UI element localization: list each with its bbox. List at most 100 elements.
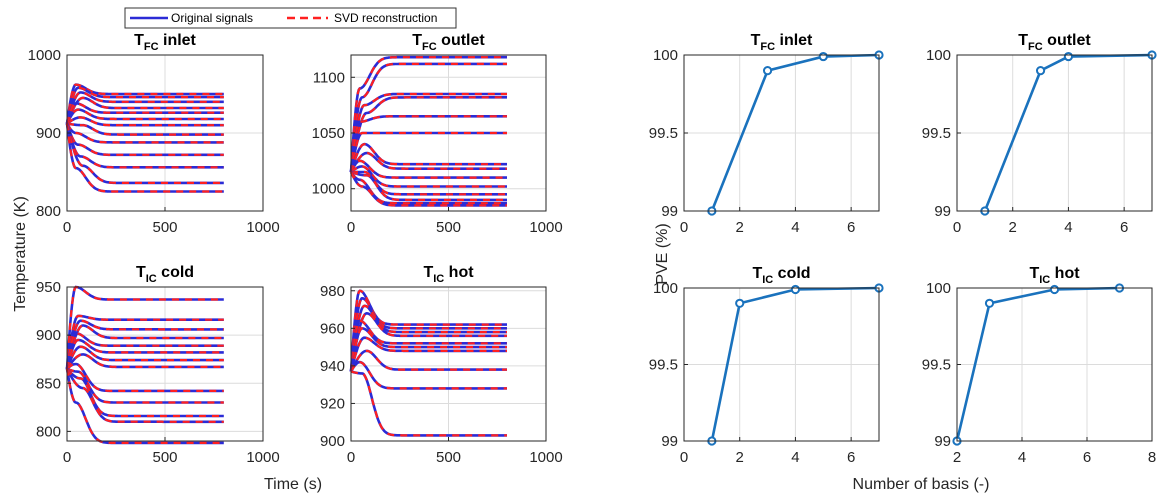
svd-reconstruction-line <box>350 360 507 390</box>
svd-reconstruction-line <box>65 123 224 156</box>
x-tick-label: 8 <box>1148 449 1156 466</box>
svd-reconstruction-line <box>349 327 507 372</box>
svd-reconstruction-line <box>66 362 224 392</box>
svd-reconstruction-line <box>65 319 224 369</box>
pve-line <box>710 53 880 212</box>
svd-reconstruction-line <box>349 131 507 173</box>
pve-marker <box>984 298 995 308</box>
svd-reconstruction-line <box>349 319 507 372</box>
svd-reconstruction-line <box>350 152 507 173</box>
original-signal-line <box>350 165 507 188</box>
original-signal-line <box>65 338 224 370</box>
y-tick-label: 960 <box>320 320 345 337</box>
x-tick-label: 6 <box>1120 219 1128 236</box>
pve-marker <box>818 51 828 62</box>
original-signal-line <box>65 108 224 125</box>
y-tick-label: 900 <box>320 433 345 450</box>
y-tick-label: 99 <box>934 203 951 220</box>
panel-title: TFC outlet <box>1018 32 1091 53</box>
x-tick-label: 500 <box>436 449 461 466</box>
pve-marker <box>1063 51 1074 62</box>
pve-marker <box>790 284 801 295</box>
legend-label-original: Original signals <box>171 11 253 25</box>
right-ylabel: PVE (%) <box>654 223 671 284</box>
svd-reconstruction-line <box>65 345 224 370</box>
x-tick-label: 4 <box>1064 219 1072 236</box>
panel-left-1: 0 500 1000 800 900 1000 TFC inlet <box>28 32 280 236</box>
x-tick-label: 0 <box>953 219 961 236</box>
y-tick-label: 900 <box>36 125 61 142</box>
y-tick-label: 940 <box>320 358 345 375</box>
y-tick-label: 100 <box>926 280 951 297</box>
svd-reconstruction-line <box>350 370 507 437</box>
x-tick-label: 500 <box>152 219 177 236</box>
y-tick-label: 99 <box>934 433 951 450</box>
x-tick-label: 4 <box>1018 449 1026 466</box>
x-tick-label: 2 <box>736 449 744 466</box>
x-tick-label: 0 <box>347 449 355 466</box>
original-signal-line <box>65 123 224 185</box>
svd-reconstruction-line <box>65 123 224 193</box>
svd-reconstruction-line <box>349 312 507 372</box>
x-tick-label: 500 <box>152 449 177 466</box>
y-tick-label: 99.5 <box>649 125 678 142</box>
panel-title: TIC hot <box>1029 265 1080 286</box>
svd-reconstruction-line <box>66 367 224 404</box>
original-signal-line <box>65 285 224 369</box>
pve-marker <box>735 298 745 308</box>
y-tick-label: 1050 <box>312 125 345 142</box>
svd-reconstruction-line <box>349 92 507 173</box>
svd-reconstruction-line <box>349 115 507 173</box>
panel-title: TIC hot <box>423 264 474 285</box>
svd-reconstruction-line <box>65 123 224 169</box>
x-tick-label: 500 <box>436 219 461 236</box>
x-tick-label: 6 <box>847 449 855 466</box>
original-signal-line <box>65 368 224 445</box>
panel-left-2: 0 500 1000 1000 1050 1100 TFC outlet <box>312 32 563 236</box>
y-tick-label: 950 <box>36 279 61 296</box>
svd-reconstruction-line <box>349 336 507 372</box>
panel-title: TFC outlet <box>412 32 485 53</box>
x-tick-label: 1000 <box>246 449 279 466</box>
x-tick-label: 0 <box>63 219 71 236</box>
panel-right-1: 0 2 4 6 99 99.5 100 TFC inlet <box>649 32 884 236</box>
x-tick-label: 6 <box>847 219 855 236</box>
svd-reconstruction-line <box>350 171 507 207</box>
x-tick-label: 0 <box>680 449 688 466</box>
x-tick-label: 0 <box>680 219 688 236</box>
svd-reconstruction-line <box>350 349 507 372</box>
y-tick-label: 920 <box>320 395 345 412</box>
x-tick-label: 2 <box>1009 219 1017 236</box>
svd-reconstruction-line <box>66 122 224 136</box>
panel-right-2: 0 2 4 6 99 99.5 100 TFC outlet <box>922 32 1157 236</box>
svd-reconstruction-line <box>65 96 224 125</box>
svd-reconstruction-line <box>66 368 224 423</box>
pve-marker <box>1049 284 1060 295</box>
x-tick-label: 1000 <box>529 449 562 466</box>
original-signal-line <box>349 142 507 173</box>
original-signal-line <box>65 324 224 370</box>
x-tick-label: 6 <box>1083 449 1091 466</box>
panel-right-4: 2 4 6 8 99 99.5 100 TIC hot <box>922 265 1156 466</box>
svd-reconstruction-line <box>349 56 507 173</box>
panel-title: TIC cold <box>136 264 194 285</box>
x-tick-label: 4 <box>791 449 799 466</box>
svd-reconstruction-line <box>350 171 507 205</box>
y-tick-label: 850 <box>36 375 61 392</box>
svd-reconstruction-line <box>349 297 507 372</box>
left-xlabel: Time (s) <box>264 476 322 493</box>
svd-reconstruction-line <box>65 314 224 369</box>
svd-reconstruction-line <box>349 62 507 173</box>
panel-title: TFC inlet <box>751 32 813 53</box>
svd-reconstruction-line <box>65 86 224 124</box>
y-tick-label: 99.5 <box>649 357 678 374</box>
pve-line <box>983 53 1153 212</box>
y-tick-label: 100 <box>653 47 678 64</box>
left-ylabel: Temperature (K) <box>12 196 29 312</box>
panel-right-3: 0 2 4 6 99 99.5 100 TIC cold <box>649 265 884 466</box>
svd-reconstruction-line <box>66 123 224 144</box>
svd-reconstruction-line <box>66 116 224 127</box>
panel-left-4: 0 500 1000 900 920 940 960 980 TIC hot <box>320 264 563 466</box>
pve-marker <box>1035 66 1046 76</box>
